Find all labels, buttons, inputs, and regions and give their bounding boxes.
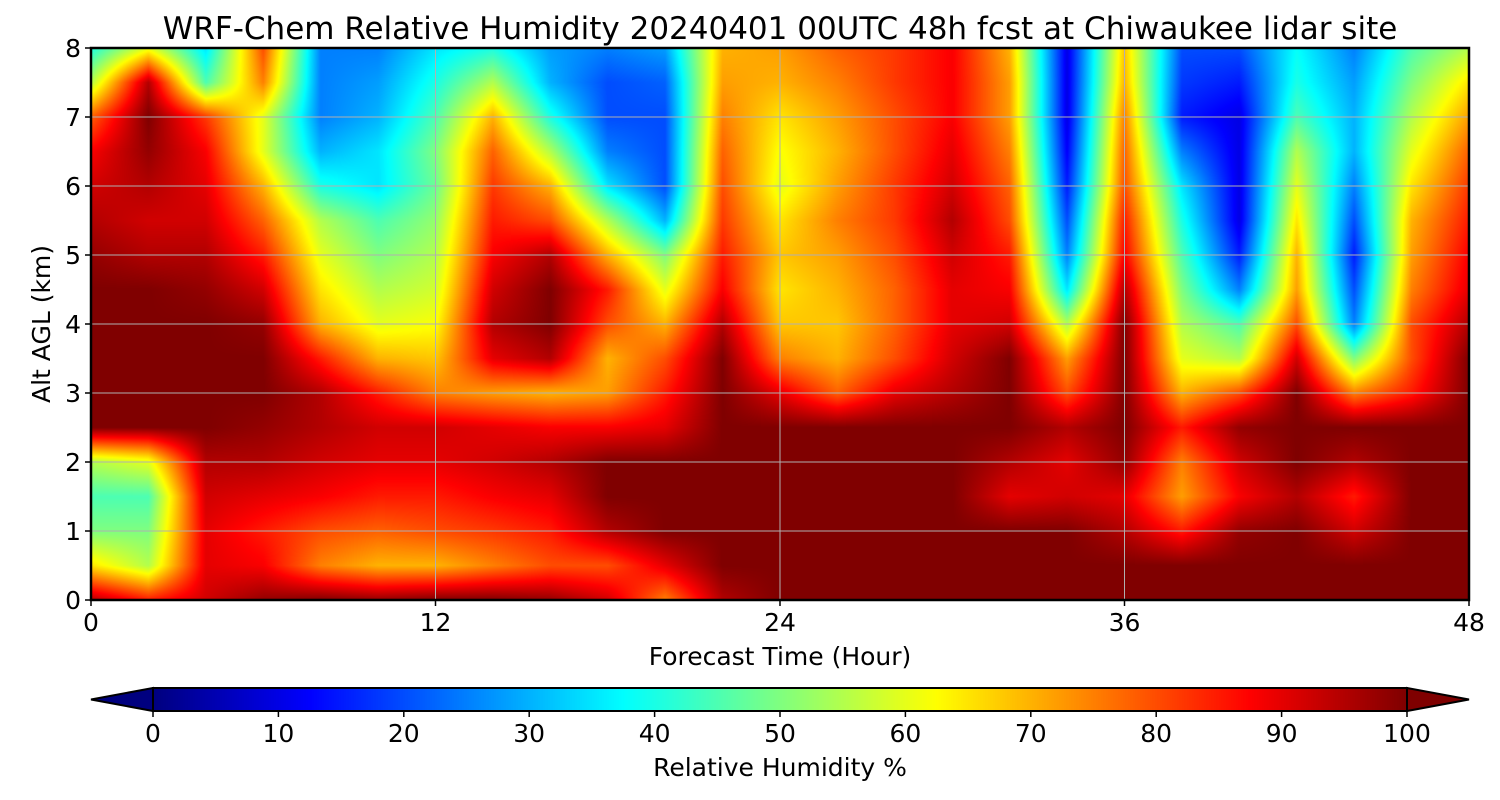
colorbar-tick-label: 40 [639,719,671,748]
x-axis: 0 12 24 36 48 [83,600,1485,637]
colorbar: 0 10 20 30 40 50 60 70 80 90 100 Relative Humidity… [90,686,1470,782]
y-tick-label: 4 [65,310,81,339]
y-tick-label: 1 [65,517,81,546]
y-tick-label: 5 [65,241,81,270]
x-tick-label: 12 [420,608,452,637]
colorbar-tick-label: 90 [1266,719,1298,748]
colorbar-tick-label: 80 [1140,719,1172,748]
y-tick-label: 2 [65,448,81,477]
colorbar-over-extension [1406,686,1470,713]
x-tick-label: 48 [1453,608,1485,637]
plot-area [89,46,1471,602]
colorbar-gradient [153,688,1407,711]
chart-title: WRF-Chem Relative Humidity 20240401 00UT… [163,11,1398,47]
x-axis-label: Forecast Time (Hour) [649,642,912,671]
y-tick-label: 3 [65,379,81,408]
x-tick-label: 36 [1109,608,1141,637]
colorbar-tick-label: 100 [1383,719,1431,748]
y-tick-label: 0 [65,586,81,615]
y-tick-label: 8 [65,34,81,63]
y-tick-label: 6 [65,172,81,201]
colorbar-tick-label: 50 [764,719,796,748]
colorbar-tick-label: 10 [262,719,294,748]
y-axis-label: Alt AGL (km) [27,245,56,403]
colorbar-tick-label: 70 [1015,719,1047,748]
x-tick-label: 0 [83,608,99,637]
y-tick-label: 7 [65,103,81,132]
gridlines [91,48,1469,600]
colorbar-ticks: 0 10 20 30 40 50 60 70 80 90 100 [145,711,1431,748]
colorbar-tick-label: 60 [889,719,921,748]
y-axis: 0 1 2 3 4 5 6 7 8 [65,34,91,615]
x-tick-label: 24 [764,608,796,637]
colorbar-tick-label: 20 [388,719,420,748]
colorbar-under-extension [90,686,154,713]
colorbar-label: Relative Humidity % [653,753,907,782]
colorbar-tick-label: 30 [513,719,545,748]
colorbar-tick-label: 0 [145,719,161,748]
